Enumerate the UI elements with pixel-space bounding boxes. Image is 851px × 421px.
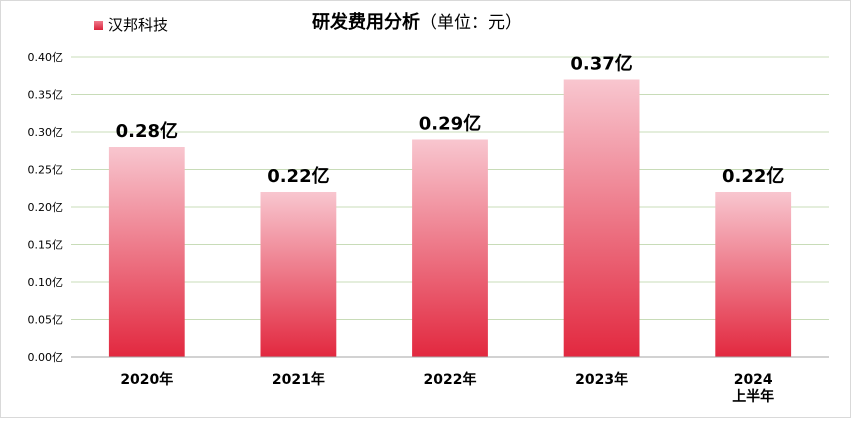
x-tick-label: 2024: [734, 372, 773, 388]
y-axis: 0.00亿 0.05亿 0.10亿 0.15亿 0.20亿 0.25亿 0.30亿 0.35亿…: [28, 51, 64, 364]
legend: 汉邦科技: [94, 16, 168, 34]
bar-data-label: 0.28亿: [116, 120, 178, 142]
legend-label: 汉邦科技: [108, 16, 168, 34]
bars: 0.28亿 0.22亿 0.29亿 0.37亿 0.22亿: [108, 53, 792, 357]
bar: [715, 192, 792, 357]
y-tick-label: 0.10亿: [28, 276, 64, 289]
bar-data-label: 0.37亿: [570, 53, 632, 75]
y-tick-label: 0.40亿: [28, 51, 64, 64]
bar-data-label: 0.29亿: [419, 113, 481, 135]
y-tick-label: 0.00亿: [28, 351, 64, 364]
y-tick-label: 0.05亿: [28, 314, 64, 327]
bar: [260, 192, 337, 357]
x-tick-label: 2020年: [120, 371, 173, 388]
bar: [108, 147, 185, 357]
chart-title: 研发费用分析: [312, 11, 420, 33]
y-tick-label: 0.15亿: [28, 239, 64, 252]
bar-data-label: 0.22亿: [722, 165, 784, 187]
x-tick-label: 2021年: [272, 371, 325, 388]
chart-subtitle: （单位：元）: [420, 13, 522, 33]
bar: [563, 79, 640, 357]
y-tick-label: 0.35亿: [28, 89, 64, 102]
x-tick-label: 上半年: [732, 388, 774, 405]
y-tick-label: 0.25亿: [28, 164, 64, 177]
legend-swatch: [94, 21, 103, 30]
bar-data-label: 0.22亿: [267, 165, 329, 187]
x-tick-label: 2022年: [424, 371, 477, 388]
y-tick-label: 0.30亿: [28, 126, 64, 139]
y-tick-label: 0.20亿: [28, 201, 64, 214]
x-tick-label: 2023年: [575, 371, 628, 388]
bar: [412, 139, 488, 357]
